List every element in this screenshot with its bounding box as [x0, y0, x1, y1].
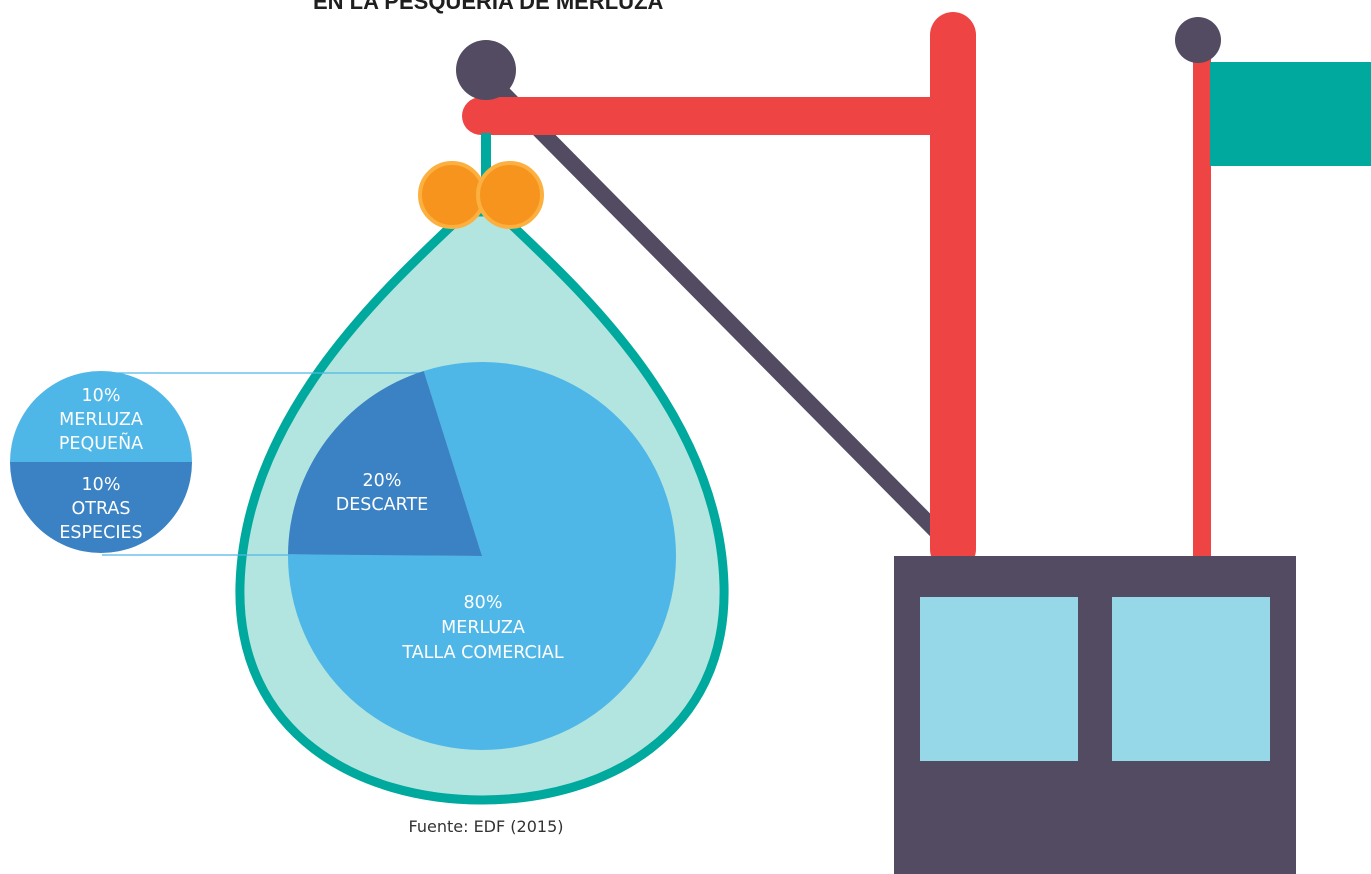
cabin-window-right — [1112, 597, 1270, 761]
slice-label-otras-value: 10% — [82, 475, 121, 495]
slice-label-pequena-line2: PEQUEÑA — [59, 432, 143, 454]
slice-label-descarte-line1: DESCARTE — [336, 495, 428, 515]
slice-label-otras-line1: OTRAS — [72, 499, 131, 519]
cabin-window-left — [920, 597, 1078, 761]
slice-label-merluza-value: 80% — [464, 593, 503, 613]
main-pie-chart — [287, 362, 676, 751]
flag — [1210, 62, 1371, 166]
slice-label-merluza-line1: MERLUZA — [441, 618, 525, 638]
slice-label-pequena-line1: MERLUZA — [59, 410, 143, 430]
crane-mast — [930, 12, 976, 572]
source-note: Fuente: EDF (2015) — [409, 817, 564, 836]
crane-cable — [477, 67, 958, 553]
slice-label-descarte-value: 20% — [363, 471, 402, 491]
flag-pole-knob — [1175, 17, 1221, 63]
net-rope — [481, 133, 491, 183]
flag-pole — [1193, 50, 1211, 560]
crane-pulley — [456, 40, 516, 100]
pie-slice-merluza-pequena — [10, 371, 192, 462]
slice-label-merluza-line2: TALLA COMERCIAL — [401, 643, 564, 663]
slice-label-pequena-value: 10% — [82, 386, 121, 406]
pie-slice-descarte — [288, 370, 482, 556]
net-float-right — [476, 161, 544, 229]
pie-slice-otras-especies — [10, 462, 192, 553]
side-pie-chart — [10, 371, 192, 553]
slice-label-otras-line2: ESPECIES — [59, 523, 142, 543]
chart-title: EN LA PESQUERÍA DE MERLUZA — [313, 0, 664, 14]
net-float-left — [418, 161, 486, 229]
crane-arm — [462, 97, 962, 135]
